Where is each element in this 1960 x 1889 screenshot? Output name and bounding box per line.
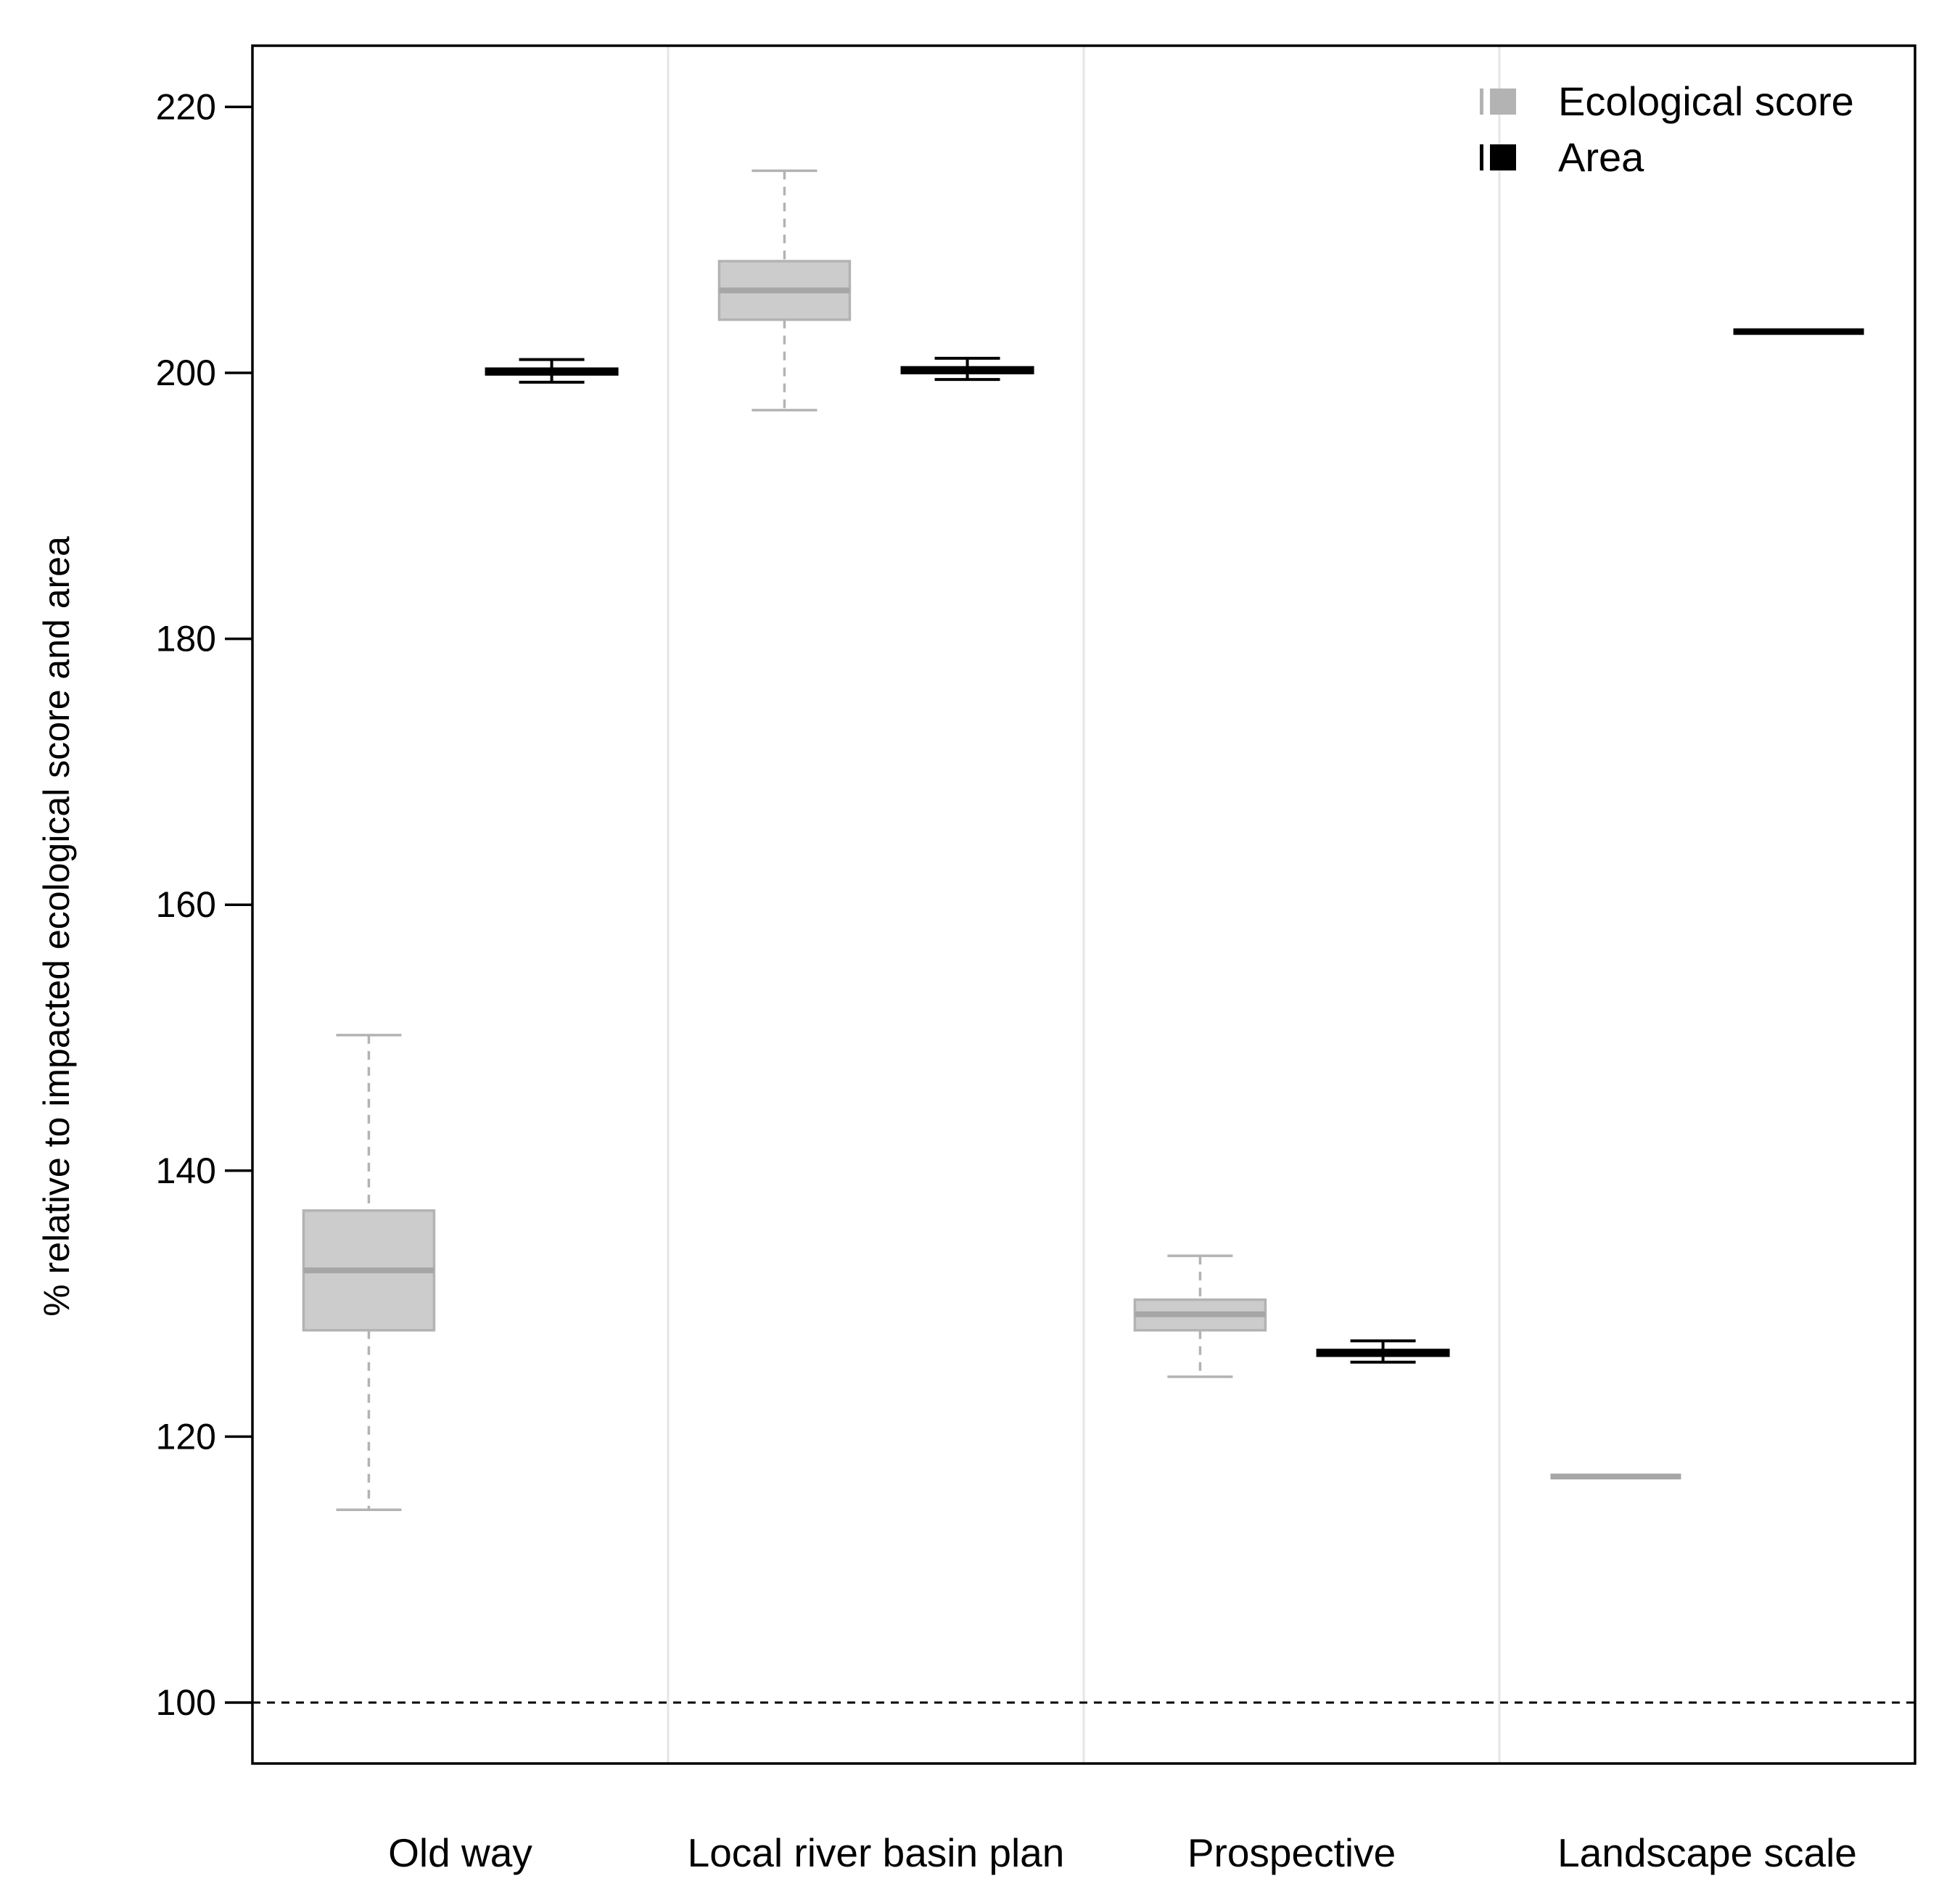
y-tick-label: 140 [156,1151,216,1191]
x-label-prospective: Prospective [1187,1830,1396,1875]
x-label-local-river-basin-plan: Local river basin plan [688,1830,1065,1875]
box-series [302,169,1864,1511]
legend-swatch-ecological-score [1490,89,1516,115]
box-area-prospective [1316,1339,1450,1364]
box-area-old-way [485,358,619,384]
box-area-local-river-basin-plan [900,356,1034,382]
y-tick-label: 220 [156,86,216,127]
legend-label-area: Area [1558,134,1644,180]
y-tick-label: 180 [156,619,216,659]
y-tick-label: 160 [156,884,216,925]
legend-swatch-area [1490,144,1516,170]
y-tick-label: 120 [156,1416,216,1457]
legend: Ecological score Area [1480,78,1854,180]
box-ecological-score-old-way [302,1034,436,1511]
x-axis-labels: Old way Local river basin plan Prospective… [388,1830,1857,1875]
x-label-old-way: Old way [388,1830,532,1875]
legend-label-ecological-score: Ecological score [1558,78,1854,124]
y-tick-label: 200 [156,353,216,393]
legend-swatch-bar [1480,89,1483,115]
y-tick-label: 100 [156,1682,216,1723]
group-separators [667,46,1501,1764]
y-axis: 100 120 140 160 180 200 220 [156,86,252,1723]
y-axis-label: % relative to impacted ecological score … [36,536,77,1317]
legend-swatch-bar [1480,144,1483,170]
box-ecological-score-local-river-basin-plan [717,169,852,412]
box-ecological-score-prospective [1133,1254,1267,1378]
x-label-landscape-scale: Landscape scale [1557,1830,1857,1875]
